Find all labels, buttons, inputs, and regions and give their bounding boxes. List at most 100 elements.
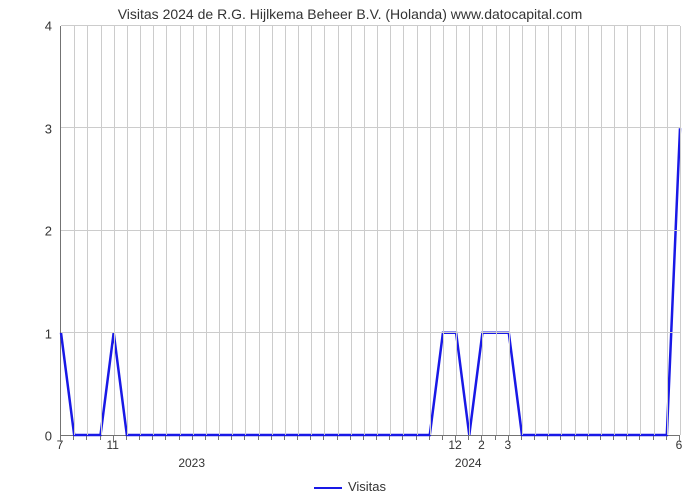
legend-label: Visitas	[348, 479, 386, 494]
chart-title: Visitas 2024 de R.G. Hijlkema Beheer B.V…	[0, 6, 700, 22]
x-minor-tick	[429, 436, 430, 440]
y-tick-label: 0	[12, 429, 52, 444]
x-major-tick	[60, 436, 61, 442]
grid-horizontal	[61, 127, 680, 128]
x-minor-tick	[337, 436, 338, 440]
grid-vertical	[101, 26, 102, 435]
y-tick-label: 1	[12, 326, 52, 341]
x-minor-tick	[100, 436, 101, 440]
grid-vertical	[522, 26, 523, 435]
x-minor-tick	[139, 436, 140, 440]
grid-vertical	[364, 26, 365, 435]
grid-vertical	[180, 26, 181, 435]
grid-vertical	[627, 26, 628, 435]
grid-vertical	[496, 26, 497, 435]
grid-vertical	[259, 26, 260, 435]
x-minor-tick	[205, 436, 206, 440]
x-major-tick	[679, 436, 680, 442]
grid-vertical	[298, 26, 299, 435]
x-major-tick	[481, 436, 482, 442]
grid-vertical	[588, 26, 589, 435]
grid-vertical	[311, 26, 312, 435]
plot-area	[60, 26, 680, 436]
grid-vertical	[377, 26, 378, 435]
grid-vertical	[601, 26, 602, 435]
grid-vertical	[140, 26, 141, 435]
grid-vertical	[417, 26, 418, 435]
grid-vertical	[561, 26, 562, 435]
x-major-tick	[508, 436, 509, 442]
x-minor-tick	[73, 436, 74, 440]
x-major-tick	[113, 436, 114, 442]
x-minor-tick	[534, 436, 535, 440]
x-major-tick	[455, 436, 456, 442]
x-minor-tick	[192, 436, 193, 440]
grid-vertical	[430, 26, 431, 435]
grid-vertical	[285, 26, 286, 435]
grid-vertical	[193, 26, 194, 435]
grid-vertical	[614, 26, 615, 435]
x-minor-tick	[389, 436, 390, 440]
y-tick-label: 3	[12, 121, 52, 136]
grid-vertical	[166, 26, 167, 435]
grid-vertical	[390, 26, 391, 435]
x-minor-tick	[416, 436, 417, 440]
x-minor-tick	[600, 436, 601, 440]
x-minor-tick	[126, 436, 127, 440]
x-minor-tick	[442, 436, 443, 440]
grid-vertical	[338, 26, 339, 435]
chart-container: Visitas 2024 de R.G. Hijlkema Beheer B.V…	[0, 0, 700, 500]
legend-swatch	[314, 487, 342, 489]
x-minor-tick	[521, 436, 522, 440]
x-minor-tick	[402, 436, 403, 440]
x-minor-tick	[86, 436, 87, 440]
x-minor-tick	[297, 436, 298, 440]
grid-horizontal	[61, 25, 680, 26]
x-minor-tick	[244, 436, 245, 440]
grid-vertical	[535, 26, 536, 435]
grid-vertical	[74, 26, 75, 435]
grid-vertical	[680, 26, 681, 435]
x-minor-tick	[323, 436, 324, 440]
x-minor-tick	[271, 436, 272, 440]
x-minor-tick	[284, 436, 285, 440]
grid-vertical	[114, 26, 115, 435]
x-year-label: 2023	[178, 456, 205, 470]
grid-vertical	[482, 26, 483, 435]
grid-vertical	[127, 26, 128, 435]
x-minor-tick	[574, 436, 575, 440]
grid-vertical	[443, 26, 444, 435]
grid-vertical	[509, 26, 510, 435]
x-minor-tick	[165, 436, 166, 440]
grid-vertical	[351, 26, 352, 435]
grid-vertical	[153, 26, 154, 435]
grid-vertical	[403, 26, 404, 435]
grid-vertical	[456, 26, 457, 435]
x-minor-tick	[258, 436, 259, 440]
x-minor-tick	[179, 436, 180, 440]
x-minor-tick	[613, 436, 614, 440]
x-minor-tick	[350, 436, 351, 440]
grid-vertical	[324, 26, 325, 435]
grid-vertical	[219, 26, 220, 435]
x-minor-tick	[653, 436, 654, 440]
legend: Visitas	[0, 479, 700, 494]
y-tick-label: 2	[12, 224, 52, 239]
x-minor-tick	[468, 436, 469, 440]
x-minor-tick	[547, 436, 548, 440]
grid-vertical	[640, 26, 641, 435]
grid-vertical	[654, 26, 655, 435]
x-minor-tick	[231, 436, 232, 440]
grid-vertical	[548, 26, 549, 435]
x-minor-tick	[560, 436, 561, 440]
x-minor-tick	[152, 436, 153, 440]
grid-vertical	[667, 26, 668, 435]
grid-vertical	[206, 26, 207, 435]
grid-horizontal	[61, 332, 680, 333]
grid-vertical	[575, 26, 576, 435]
x-minor-tick	[376, 436, 377, 440]
x-minor-tick	[666, 436, 667, 440]
x-minor-tick	[626, 436, 627, 440]
grid-vertical	[245, 26, 246, 435]
x-minor-tick	[363, 436, 364, 440]
